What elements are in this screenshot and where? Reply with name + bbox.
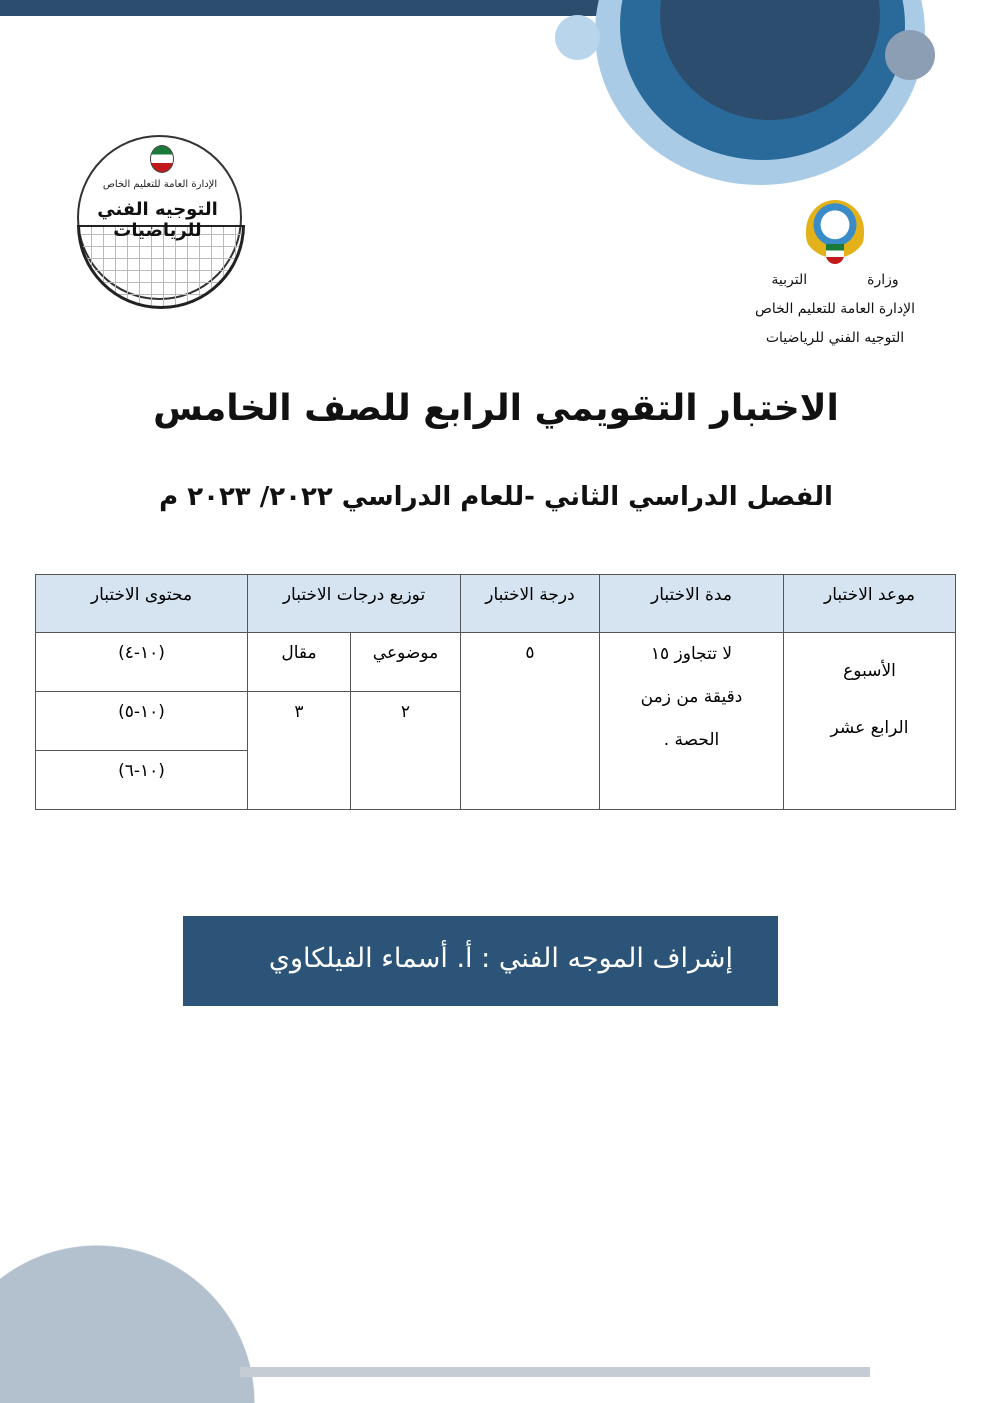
dist-label-cell: موضوعي <box>350 632 461 692</box>
exam-info-table: موعد الاختبار مدة الاختبار درجة الاختبار… <box>35 574 956 810</box>
ministry-word: التربية <box>771 272 808 288</box>
content-cell: (١٠-٤) <box>35 632 248 692</box>
header-cell: مدة الاختبار <box>599 574 784 633</box>
header-cell: موعد الاختبار <box>783 574 956 633</box>
dist-value-cell: ٣ <box>247 691 351 810</box>
schedule-line: الرابع عشر <box>830 718 909 738</box>
logo-text-1: الإدارة العامة للتعليم الخاص <box>102 179 218 190</box>
decor-circle <box>555 15 600 60</box>
logo-text-2: التوجيه الفني للرياضيات <box>97 199 218 241</box>
table-row: الأسبوع الرابع عشر لا تتجاوز ١٥ دقيقة من ز… <box>35 632 956 810</box>
content-cell: (١٠-٥) <box>35 691 248 751</box>
duration-line: دقيقة من زمن <box>640 687 743 707</box>
duration-cell: لا تتجاوز ١٥ دقيقة من زمن الحصة . <box>599 632 784 810</box>
ministry-guidance: التوجيه الفني للرياضيات <box>765 330 905 346</box>
header-cell: محتوى الاختبار <box>35 574 248 633</box>
ministry-header: وزارة التربية الإدارة العامة للتعليم الخا… <box>730 200 940 353</box>
supervisor-banner: إشراف الموجه الفني : أ. أسماء الفيلكاوي <box>183 916 778 1006</box>
ministry-dept: الإدارة العامة للتعليم الخاص <box>754 301 916 317</box>
table-header-row: موعد الاختبار مدة الاختبار درجة الاختبار… <box>35 574 956 633</box>
duration-line: الحصة . <box>663 730 720 750</box>
schedule-line: الأسبوع <box>843 661 896 681</box>
grade-cell: ٥ <box>460 632 600 810</box>
schedule-cell: الأسبوع الرابع عشر <box>783 632 956 810</box>
header-cell: توزيع درجات الاختبار <box>247 574 461 633</box>
dist-label-cell: مقال <box>247 632 351 692</box>
table-row: (١٠-٦) <box>35 750 956 810</box>
kuwait-emblem-icon <box>806 200 864 264</box>
decor-circle <box>0 1245 255 1403</box>
decor-circle <box>885 30 935 80</box>
math-guidance-logo: الإدارة العامة للتعليم الخاص التوجيه الف… <box>50 135 265 315</box>
bottom-decor-bar <box>240 1367 870 1377</box>
ministry-word: وزارة <box>867 272 899 288</box>
kuwait-flag-icon <box>150 145 174 173</box>
page-title: الاختبار التقويمي الرابع للصف الخامس <box>153 388 839 429</box>
header-cell: درجة الاختبار <box>460 574 600 633</box>
content-cell: (١٠-٦) <box>35 750 248 810</box>
dist-value-cell: ٢ <box>350 691 461 810</box>
table-row: ٢ ٣ (١٠-٥) <box>35 691 956 810</box>
page-subtitle: الفصل الدراسي الثاني -للعام الدراسي ٢٠٢٢… <box>159 482 833 512</box>
duration-line: لا تتجاوز ١٥ <box>650 644 733 664</box>
top-decor-bar <box>0 0 620 16</box>
